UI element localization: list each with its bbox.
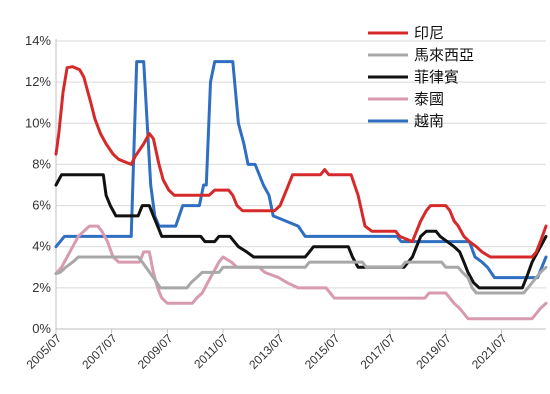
y-tick-label: 2% [32, 280, 51, 295]
y-tick-label: 0% [32, 321, 51, 336]
y-tick-label: 14% [25, 33, 51, 48]
x-tick-label: 2011/07 [191, 331, 231, 371]
y-tick-label: 10% [25, 115, 51, 130]
y-tick-label: 8% [32, 156, 51, 171]
legend-label: 印尼 [414, 24, 444, 42]
grid [56, 40, 546, 289]
x-tick-label: 2017/07 [358, 331, 399, 372]
x-tick-label: 2015/07 [302, 331, 343, 372]
x-tick-label: 2005/07 [24, 331, 65, 372]
y-tick-label: 12% [25, 74, 51, 89]
series-line-2 [54, 173, 548, 290]
series-line-1 [54, 255, 548, 295]
series-lines [54, 60, 548, 321]
series-line-3 [54, 224, 548, 321]
series-line-4 [54, 60, 548, 280]
x-tick-label: 2013/07 [246, 331, 287, 372]
x-tick-label: 2021/07 [469, 331, 510, 372]
legend-label: 泰國 [414, 90, 444, 108]
series-line-0 [54, 65, 548, 259]
axes: 0% 2% 4% 6% 8% 10% 12% 14% 2005/07 2007/07 2009/07… [24, 33, 546, 372]
y-tick-label: 4% [32, 239, 51, 254]
x-tick-label: 2009/07 [135, 331, 176, 372]
y-tick-label: 6% [32, 198, 51, 213]
legend-label: 越南 [414, 112, 444, 130]
legend-label: 菲律賓 [414, 68, 459, 86]
legend-label: 馬來西亞 [414, 46, 474, 64]
x-tick-label: 2007/07 [79, 331, 120, 372]
x-tick-label: 2019/07 [413, 331, 454, 372]
